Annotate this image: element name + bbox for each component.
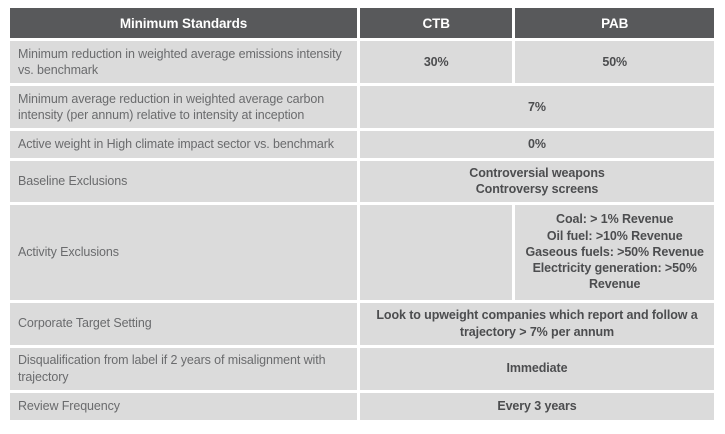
column-header-minimum-standards: Minimum Standards bbox=[10, 8, 357, 38]
column-header-pab: PAB bbox=[515, 8, 714, 38]
header-row: Minimum Standards CTB PAB bbox=[10, 8, 714, 38]
merged-value-review-frequency: Every 3 years bbox=[359, 392, 714, 420]
ctb-value-emissions-intensity: 30% bbox=[359, 41, 513, 83]
row-label-activity-exclusions: Activity Exclusions bbox=[10, 204, 357, 300]
column-header-ctb: CTB bbox=[359, 8, 513, 38]
table-row: Review Frequency Every 3 years bbox=[10, 392, 714, 420]
table-row: Corporate Target Setting Look to upweigh… bbox=[10, 302, 714, 345]
row-label-review-frequency: Review Frequency bbox=[10, 392, 357, 420]
merged-value-active-weight: 0% bbox=[359, 131, 714, 158]
table-row: Activity Exclusions Coal: > 1% Revenue O… bbox=[10, 204, 714, 300]
row-label-emissions-intensity: Minimum reduction in weighted average em… bbox=[10, 41, 357, 83]
merged-value-corporate-target-setting: Look to upweight companies which report … bbox=[359, 302, 714, 345]
row-label-active-weight: Active weight in High climate impact sec… bbox=[10, 131, 357, 158]
ctb-value-activity-exclusions-empty bbox=[359, 204, 513, 300]
merged-value-carbon-intensity-reduction: 7% bbox=[359, 86, 714, 128]
table-row: Minimum average reduction in weighted av… bbox=[10, 86, 714, 128]
table-row: Minimum reduction in weighted average em… bbox=[10, 41, 714, 83]
table-row: Active weight in High climate impact sec… bbox=[10, 131, 714, 158]
pab-value-emissions-intensity: 50% bbox=[515, 41, 714, 83]
pab-value-activity-exclusions: Coal: > 1% Revenue Oil fuel: >10% Revenu… bbox=[515, 204, 714, 300]
row-label-corporate-target-setting: Corporate Target Setting bbox=[10, 302, 357, 345]
table-row: Disqualification from label if 2 years o… bbox=[10, 347, 714, 390]
merged-value-disqualification: Immediate bbox=[359, 347, 714, 390]
merged-value-baseline-exclusions: Controversial weapons Controversy screen… bbox=[359, 161, 714, 202]
row-label-baseline-exclusions: Baseline Exclusions bbox=[10, 161, 357, 202]
row-label-disqualification: Disqualification from label if 2 years o… bbox=[10, 347, 357, 390]
row-label-carbon-intensity-reduction: Minimum average reduction in weighted av… bbox=[10, 86, 357, 128]
table-row: Baseline Exclusions Controversial weapon… bbox=[10, 161, 714, 202]
minimum-standards-table: Minimum Standards CTB PAB Minimum reduct… bbox=[7, 5, 717, 423]
